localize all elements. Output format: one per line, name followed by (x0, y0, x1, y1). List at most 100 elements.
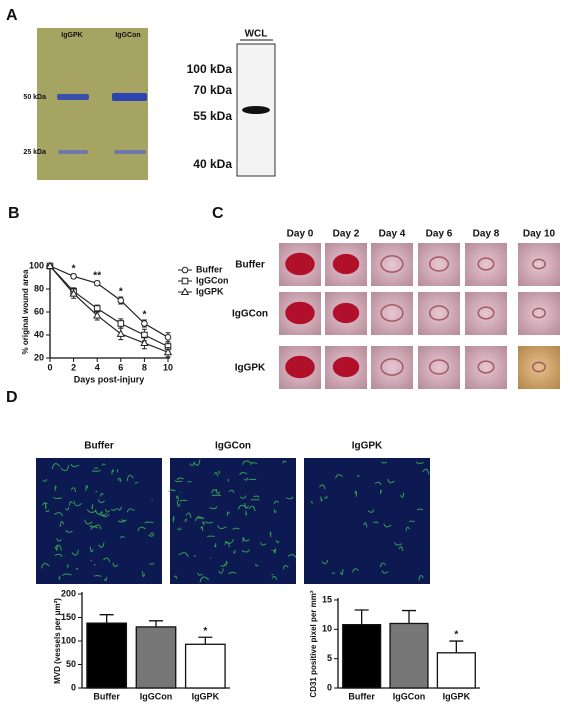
micrograph-title: IgGCon (215, 441, 251, 452)
vessel (193, 555, 196, 557)
x-tick-label: IgGPK (443, 691, 471, 701)
significance: * (72, 264, 76, 275)
column-label: Day 0 (287, 229, 314, 240)
vessel (417, 508, 424, 511)
vessel (194, 516, 204, 522)
micrograph (36, 458, 162, 584)
vessel (374, 481, 382, 485)
wound-photo (371, 292, 413, 335)
y-tick-label: 20 (34, 352, 44, 362)
marker-label: 25 kDa (23, 149, 46, 156)
vessel (218, 568, 224, 574)
vessel (272, 549, 277, 552)
vessel (400, 492, 405, 498)
wound (380, 358, 404, 376)
point (116, 329, 125, 337)
vessel (255, 563, 259, 567)
wound (428, 359, 450, 375)
vessel (175, 495, 179, 502)
wound-photo (371, 243, 413, 286)
vessel (213, 472, 219, 477)
vessel (42, 478, 48, 482)
vessel (93, 524, 102, 530)
legend-label: Buffer (196, 264, 223, 274)
vessel (110, 508, 117, 511)
vessel (73, 500, 82, 507)
vessel (202, 521, 205, 526)
vessel (42, 502, 48, 506)
vessel (105, 508, 110, 513)
wound (532, 307, 546, 319)
vessel (177, 527, 182, 531)
vessel (271, 575, 278, 580)
legend-marker (181, 277, 189, 285)
vessel (53, 512, 64, 517)
marker-label: 50 kDa (23, 94, 46, 101)
vessel (243, 477, 249, 481)
vessel (282, 460, 287, 464)
wound (332, 302, 360, 324)
vessel (273, 500, 280, 505)
vessel (62, 573, 72, 576)
vessel (174, 480, 183, 483)
wound-photo (518, 292, 560, 335)
x-tick-label: 0 (47, 362, 52, 372)
vessel (233, 549, 236, 554)
vessel (144, 521, 154, 524)
wound-photo (465, 346, 507, 389)
y-tick-label: 5 (327, 653, 332, 663)
micrograph (170, 458, 296, 584)
vessel (91, 504, 94, 510)
vessel (51, 463, 61, 470)
vessel (379, 489, 382, 494)
panel-label: B (8, 205, 20, 222)
point (93, 279, 101, 287)
vessel (71, 549, 79, 556)
vessel (119, 536, 125, 539)
point (164, 334, 172, 341)
vessel (99, 512, 107, 517)
vessel (41, 562, 50, 569)
x-axis-label: Days post-injury (74, 374, 145, 384)
micrograph-title: Buffer (84, 441, 114, 452)
vessel (211, 489, 217, 494)
vessel (239, 472, 248, 476)
vessel (56, 538, 63, 542)
vessel (178, 552, 189, 558)
vessel (232, 527, 240, 530)
vessel (45, 502, 47, 509)
x-tick-label: 2 (71, 362, 76, 372)
y-axis-label: % original wound area (21, 269, 30, 354)
y-tick-label: 40 (34, 329, 44, 339)
vessel (54, 485, 57, 491)
vessel (98, 542, 105, 548)
x-tick-label: Buffer (348, 691, 375, 701)
legend-label: IgGCon (196, 275, 229, 285)
vessel (217, 525, 227, 529)
error-bar (99, 614, 114, 624)
vessel (100, 492, 104, 497)
point (163, 347, 173, 356)
vessel (126, 474, 134, 481)
wound (532, 258, 546, 270)
vessel (228, 489, 235, 494)
vessel (269, 531, 272, 537)
marker-label: 55 kDa (193, 109, 232, 123)
vessel (70, 487, 77, 493)
y-tick-label: 0 (71, 682, 76, 692)
vessel (90, 526, 99, 530)
vessel (354, 490, 358, 497)
vessel (241, 460, 252, 465)
column-label: Day 4 (379, 229, 406, 240)
point (70, 273, 77, 280)
vessel (363, 522, 368, 528)
wound-photo (465, 292, 507, 335)
vessel (149, 532, 154, 535)
vessel (209, 506, 218, 510)
wound (428, 305, 450, 321)
vessel (172, 516, 175, 523)
vessel (101, 463, 106, 466)
vessel (249, 462, 258, 465)
wound (477, 306, 495, 320)
vessel (381, 461, 388, 464)
